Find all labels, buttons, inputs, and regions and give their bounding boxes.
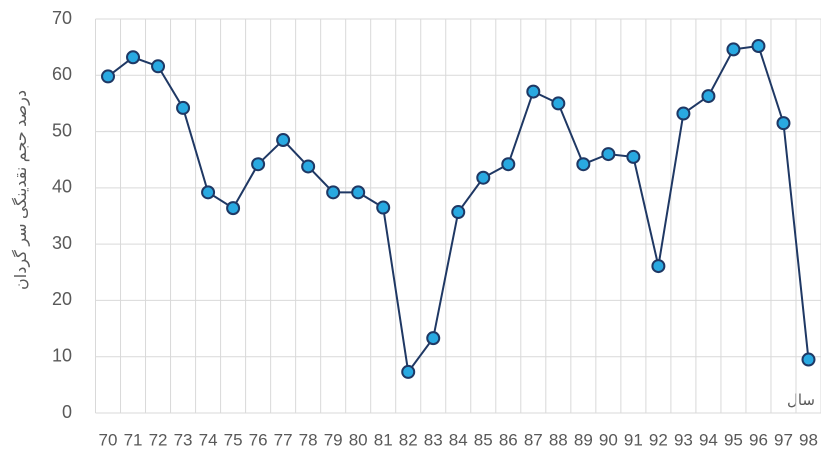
- x-tick-label: 97: [774, 430, 793, 449]
- x-tick-label: 90: [599, 430, 618, 449]
- marker: [401, 364, 416, 379]
- x-axis-title: سال: [787, 392, 815, 409]
- marker: [726, 42, 741, 57]
- marker: [426, 331, 441, 346]
- marker: [751, 39, 766, 54]
- x-tick-label: 81: [374, 430, 393, 449]
- y-tick-label: 60: [52, 64, 72, 84]
- y-tick-label: 70: [52, 8, 72, 28]
- x-tick-label: 87: [524, 430, 543, 449]
- marker: [151, 59, 166, 74]
- x-tick-label: 73: [174, 430, 193, 449]
- marker: [601, 147, 616, 162]
- y-tick-label: 0: [62, 402, 72, 422]
- marker: [526, 84, 541, 99]
- marker: [326, 185, 341, 200]
- x-tick-label: 94: [699, 430, 718, 449]
- marker: [351, 185, 366, 200]
- marker: [551, 96, 566, 111]
- x-tick-label: 93: [674, 430, 693, 449]
- x-tick-label: 84: [449, 430, 468, 449]
- marker: [226, 201, 241, 216]
- x-tick-label: 72: [149, 430, 168, 449]
- x-tick-label: 80: [349, 430, 368, 449]
- marker: [676, 106, 691, 121]
- marker: [701, 89, 716, 104]
- marker: [251, 157, 266, 172]
- marker: [201, 185, 216, 200]
- x-tick-label: 88: [549, 430, 568, 449]
- marker: [501, 157, 516, 172]
- marker: [176, 100, 191, 115]
- x-tick-label: 86: [499, 430, 518, 449]
- marker: [451, 205, 466, 220]
- x-tick-label: 70: [99, 430, 118, 449]
- x-tick-label: 71: [124, 430, 143, 449]
- x-tick-label: 83: [424, 430, 443, 449]
- x-tick-label: 85: [474, 430, 493, 449]
- marker: [276, 133, 291, 148]
- marker: [576, 157, 591, 172]
- x-tick-label: 98: [799, 430, 818, 449]
- x-tick-label: 77: [274, 430, 293, 449]
- x-tick-label: 91: [624, 430, 643, 449]
- x-tick-label: 74: [199, 430, 218, 449]
- y-tick-label: 40: [52, 177, 72, 197]
- marker: [626, 149, 641, 164]
- x-tick-label: 82: [399, 430, 418, 449]
- marker: [776, 116, 791, 131]
- marker: [376, 200, 391, 215]
- y-tick-label: 20: [52, 289, 72, 309]
- marker: [301, 159, 316, 174]
- x-tick-label: 92: [649, 430, 668, 449]
- y-tick-label: 50: [52, 120, 72, 140]
- x-tick-label: 75: [224, 430, 243, 449]
- marker: [101, 69, 116, 84]
- marker: [651, 259, 666, 274]
- y-axis-title: درصد حجم نقدینگی سر گردان: [11, 90, 31, 290]
- x-tick-label: 79: [324, 430, 343, 449]
- x-tick-label: 78: [299, 430, 318, 449]
- marker: [126, 50, 141, 65]
- x-tick-label: 95: [724, 430, 743, 449]
- y-tick-label: 30: [52, 233, 72, 253]
- marker: [476, 170, 491, 185]
- x-tick-label: 76: [249, 430, 268, 449]
- x-tick-label: 96: [749, 430, 768, 449]
- marker: [801, 352, 816, 367]
- x-tick-label: 89: [574, 430, 593, 449]
- y-tick-label: 10: [52, 345, 72, 365]
